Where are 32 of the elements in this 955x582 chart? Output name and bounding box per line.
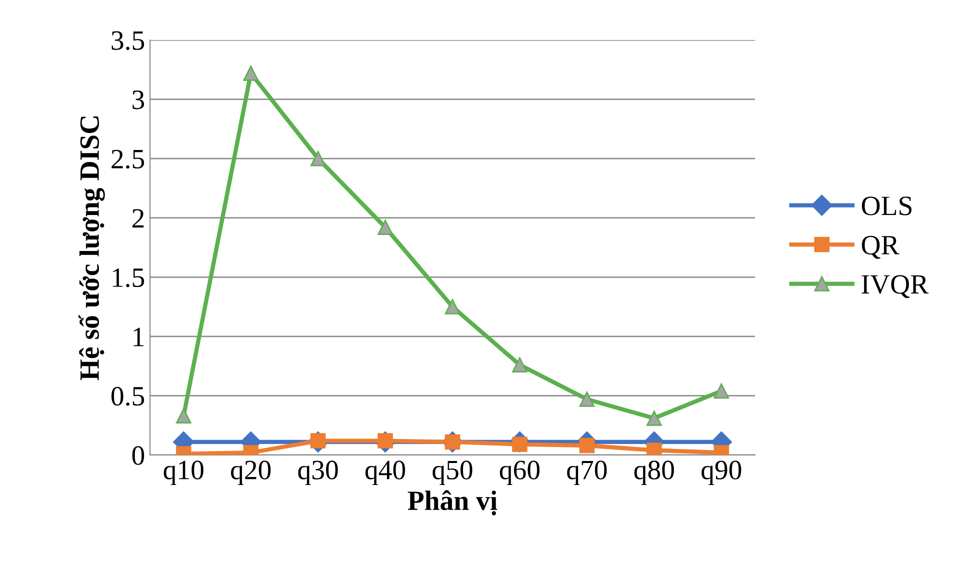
x-tick-label: q80 [634,460,674,486]
legend-label: QR [862,236,900,259]
y-tick-label: 0.5 [111,386,144,406]
point [243,66,258,81]
legend-label: IVQR [862,275,929,298]
point [444,299,460,314]
point [579,392,595,407]
x-tick-label: q10 [164,460,204,486]
point [176,408,192,424]
point [579,438,595,454]
x-tick-label: q50 [432,460,472,486]
y-axis-title: Hệ số ước lượng DISC [78,116,105,380]
x-tick-label: q40 [365,460,406,486]
point [714,383,730,399]
y-tick-label: 3 [132,90,144,110]
x-tick-label: q30 [298,460,338,486]
y-tick-label: 0 [132,446,144,465]
point [646,410,662,426]
y-tick-label: 2 [132,209,144,228]
y-tick-label: 1 [134,328,144,346]
x-tick-label: q60 [500,460,540,486]
legend-label: OLS [862,196,912,216]
point [378,220,393,235]
y-tick-label: 3.5 [112,31,144,50]
x-axis-title: Phân vị [408,490,498,516]
point [512,357,528,373]
point [310,150,326,166]
y-tick-label: 1.5 [112,268,144,288]
x-tick-label: q90 [702,460,742,486]
y-tick-label: 2.5 [112,150,144,169]
x-tick-label: q70 [567,460,607,486]
x-tick-label: q20 [231,460,271,486]
